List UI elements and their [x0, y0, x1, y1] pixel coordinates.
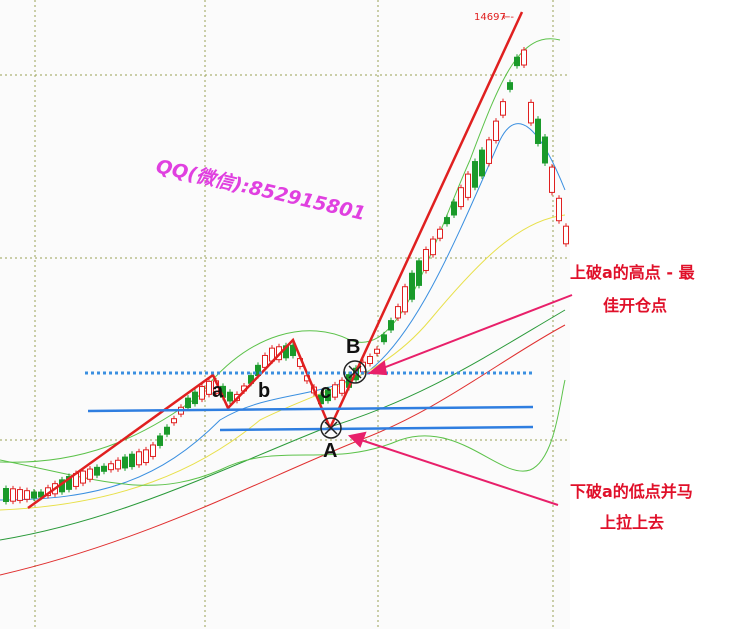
- candle: [66, 475, 72, 490]
- candle: [423, 249, 429, 271]
- candle: [108, 463, 114, 471]
- candle: [451, 201, 457, 216]
- candle: [521, 49, 527, 66]
- candle: [150, 444, 156, 457]
- candle: [136, 451, 142, 466]
- candle: [10, 488, 16, 502]
- candle: [507, 82, 513, 90]
- candle: [115, 459, 121, 470]
- candle: [563, 225, 569, 245]
- annotation: 上破a的高点 - 最: [570, 263, 696, 282]
- candle: [122, 456, 128, 469]
- candle: [514, 56, 520, 67]
- candle: [24, 490, 30, 500]
- point-label: c: [320, 381, 331, 403]
- markers: [320, 360, 367, 439]
- candle: [381, 334, 387, 343]
- candle: [402, 286, 408, 313]
- candle: [493, 120, 499, 141]
- candle: [80, 470, 86, 484]
- candle: [192, 391, 198, 405]
- candle: [388, 320, 394, 331]
- candle: [339, 379, 345, 394]
- candle: [87, 468, 93, 480]
- candle: [444, 217, 450, 225]
- candle: [430, 238, 436, 256]
- annotation: 上拉上去: [600, 513, 664, 532]
- candle: [556, 197, 562, 222]
- trend-lines: [27, 11, 535, 510]
- candle: [437, 228, 443, 239]
- candle: [101, 465, 107, 472]
- candle: [129, 453, 135, 468]
- candle: [535, 118, 541, 144]
- candle: [157, 435, 163, 446]
- candle: [486, 139, 492, 164]
- candle: [262, 354, 268, 368]
- candle: [458, 187, 464, 208]
- candle: [38, 491, 44, 498]
- candle: [31, 491, 37, 499]
- annotation: 佳开仓点: [603, 296, 667, 315]
- candle: [479, 149, 485, 177]
- point-label: a: [212, 380, 224, 402]
- plot-background: [0, 0, 570, 629]
- candle: [409, 272, 415, 300]
- candle: [164, 426, 170, 435]
- candle: [367, 356, 373, 364]
- candle: [290, 344, 296, 357]
- candlesticks: [3, 46, 569, 505]
- candle: [171, 418, 177, 424]
- candle: [227, 391, 233, 402]
- arrows: [347, 294, 573, 506]
- point-label: B: [346, 336, 360, 358]
- price-arrow: ←-: [502, 12, 514, 23]
- candle: [3, 488, 9, 502]
- candle: [332, 384, 338, 398]
- moving-averages: [0, 38, 566, 576]
- candle: [395, 306, 401, 319]
- candle: [199, 386, 205, 400]
- candle: [500, 101, 506, 116]
- candle: [185, 397, 191, 409]
- candle: [143, 449, 149, 464]
- candle: [472, 161, 478, 188]
- point-label: b: [258, 380, 270, 402]
- grid: [0, 0, 570, 629]
- candle: [542, 136, 548, 164]
- candle: [374, 348, 380, 354]
- candle: [549, 166, 555, 193]
- candle: [206, 380, 212, 395]
- candle: [465, 173, 471, 198]
- annotation: 下破a的低点并马: [570, 482, 693, 501]
- price-label: 14697: [474, 12, 506, 23]
- candle: [528, 101, 534, 124]
- candle: [94, 466, 100, 476]
- candle: [416, 260, 422, 286]
- candle: [325, 389, 331, 402]
- candle: [17, 489, 23, 501]
- point-label: A: [323, 440, 337, 462]
